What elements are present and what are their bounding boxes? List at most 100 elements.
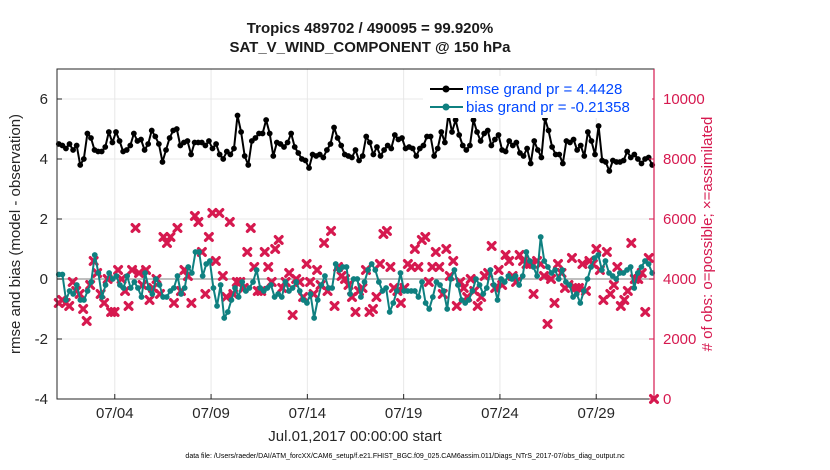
rmse-point: [391, 132, 398, 138]
rmse-point: [302, 157, 309, 164]
y-tick-label: -4: [35, 391, 48, 408]
y2-axis-label: # of obs: o=possible; ×=assimilated: [699, 117, 716, 352]
bias-point: [634, 270, 641, 276]
rmse-point: [227, 151, 234, 158]
bias-point: [469, 288, 476, 294]
rmse-point: [488, 142, 495, 149]
rmse-series: [55, 111, 656, 174]
bias-point: [199, 273, 206, 279]
x-tick-label: 07/29: [577, 405, 615, 422]
y-axis-label: rmse and bias (model - observation): [7, 114, 24, 354]
obs-count-point: [500, 250, 511, 260]
bias-point: [88, 279, 95, 285]
bias-point: [135, 285, 141, 291]
rmse-point: [434, 145, 441, 152]
obs-count-point: [217, 271, 228, 281]
bias-point: [332, 261, 339, 267]
bias-point: [178, 291, 184, 297]
bias-point: [451, 267, 458, 273]
bias-point: [455, 282, 461, 288]
obs-count-point: [458, 283, 469, 293]
rmse-point: [266, 130, 273, 137]
rmse-point: [556, 151, 563, 158]
bias-point: [491, 282, 497, 288]
rmse-point: [449, 129, 455, 135]
right-axis-ticks: 0 2000 4000 6000 8000 10000: [649, 69, 705, 408]
bias-point: [516, 282, 523, 288]
obs-count-point: [385, 262, 396, 272]
obs-count-point: [413, 262, 424, 272]
rmse-point: [474, 129, 480, 135]
bias-point: [447, 276, 454, 282]
legend: rmse grand pr = 4.4428 bias grand pr = -…: [423, 76, 652, 118]
obs-count-point: [123, 301, 134, 311]
bias-point: [598, 267, 605, 273]
rmse-point: [88, 135, 94, 141]
obs-count-point: [504, 256, 515, 266]
rmse-point: [495, 132, 502, 138]
x-tick-label: 07/04: [96, 405, 134, 422]
rmse-point: [295, 150, 302, 156]
rmse-point: [381, 147, 387, 153]
rmse-point: [152, 133, 159, 140]
obs-count-point: [546, 274, 557, 284]
bias-point: [530, 264, 537, 270]
obs-count-point: [221, 292, 232, 302]
obs-count-point: [566, 253, 577, 263]
obs-count-point: [434, 262, 445, 272]
bias-point: [282, 279, 289, 285]
bias-point: [228, 297, 235, 303]
obs-count-point: [542, 319, 553, 329]
plot-frame: [56, 68, 655, 400]
obs-count-point: [371, 292, 382, 302]
obs-count-point: [420, 232, 431, 242]
bias-point: [311, 315, 318, 321]
rmse-point: [527, 160, 534, 167]
rmse-point: [163, 147, 169, 153]
rmse-point: [334, 135, 341, 141]
bias-point: [527, 258, 533, 264]
obs-count-point: [127, 265, 138, 275]
y-tick-label: 4: [40, 151, 48, 168]
legend-rmse-label: rmse grand pr = 4.4428: [466, 81, 622, 98]
rmse-point: [206, 138, 212, 144]
bias-point: [512, 273, 519, 279]
obs-count-point: [430, 247, 441, 257]
obs-count-point: [214, 208, 225, 218]
bias-point: [494, 297, 501, 303]
obs-count-point: [270, 244, 281, 254]
rmse-point: [63, 145, 69, 152]
obs-count-point: [134, 268, 145, 278]
bias-point: [555, 276, 562, 282]
rmse-point: [363, 133, 370, 140]
bias-point: [357, 294, 364, 300]
obs-count-point: [301, 259, 312, 269]
rmse-point: [127, 142, 134, 149]
obs-count-point: [109, 307, 120, 317]
bias-point: [250, 279, 256, 285]
rmse-point: [624, 148, 631, 155]
bias-point: [375, 279, 382, 285]
rmse-point: [123, 147, 130, 153]
bias-point: [214, 303, 220, 309]
obs-count-point: [514, 250, 525, 260]
rmse-point: [452, 117, 459, 123]
bias-point: [289, 285, 296, 291]
rmse-point: [209, 145, 216, 152]
bias-point: [595, 252, 602, 258]
rmse-point: [606, 168, 613, 174]
bias-point: [523, 249, 530, 255]
obs-count-point: [99, 298, 110, 308]
obs-count-point: [465, 274, 476, 284]
bias-point: [426, 306, 433, 312]
rmse-point: [531, 138, 538, 144]
rmse-point: [77, 162, 84, 168]
rmse-point: [399, 135, 405, 141]
rmse-point: [470, 117, 477, 123]
rmse-point: [245, 162, 252, 168]
rmse-point: [524, 145, 530, 152]
bias-point: [59, 271, 66, 278]
obs-count-point: [486, 241, 497, 251]
bias-point: [124, 273, 131, 279]
obs-count-point: [427, 262, 438, 272]
